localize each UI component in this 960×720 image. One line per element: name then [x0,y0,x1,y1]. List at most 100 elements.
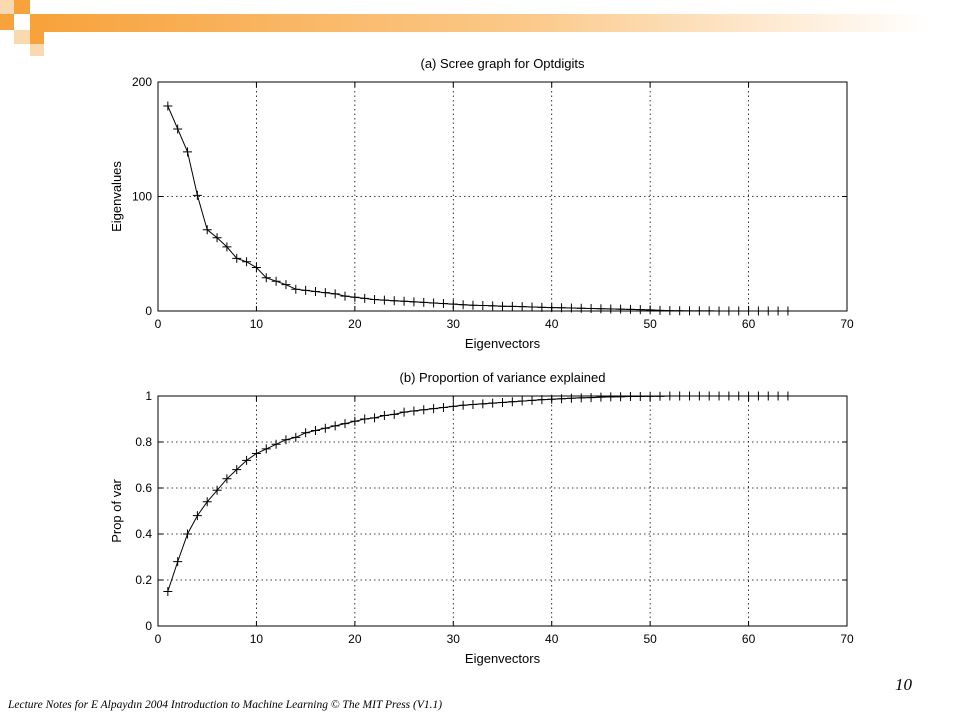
chart-a-series-line [167,105,788,312]
chart-b-frame [157,395,848,627]
chart-a-data-point [576,303,586,313]
chart-b-data-point [488,398,498,408]
chart-a-xtick-label: 0 [155,317,162,331]
chart-b-data-point [242,455,252,465]
chart-a-data-point [557,303,567,313]
chart-a-data-point [291,284,301,294]
chart-b-data-point [458,400,468,410]
chart-a-data-point [763,306,773,316]
chart-b-ytick-label: 0.4 [135,527,152,541]
chart-b-data-point [586,393,596,403]
chart-b-xtick-label: 30 [447,632,461,646]
decor-square [30,44,44,56]
chart-b-data-point [616,392,626,402]
chart-a-data-point [507,301,517,311]
chart-b-data-point [340,419,350,429]
chart-b-data-point [251,449,261,458]
chart-a-data-point [547,303,557,313]
chart-a-data-point [517,302,527,312]
chart-a-data-point [655,305,665,315]
chart-b-data-point [271,439,281,449]
chart-a-data-point [458,300,468,310]
chart-b-data-point [753,391,763,401]
chart-a-data-point [468,300,478,310]
page-number: 10 [895,675,912,694]
chart-b-data-point [478,399,488,409]
chart-a-title: (a) Scree graph for Optdigits [420,56,585,71]
chart-a-data-point [212,233,222,243]
chart-a-data-point [448,299,458,309]
chart-b-data-point [389,409,399,419]
chart-a-xtick-label: 60 [742,317,756,331]
chart-a-data-point [310,287,320,297]
chart-a-data-point [360,293,370,303]
chart-b-data-point [438,403,448,412]
chart-b-data-point [232,465,242,475]
chart-a-data-point [714,306,724,316]
chart-b-data-point [596,392,606,402]
chart-a-xtick-label: 40 [545,317,559,331]
chart-a-xtick-label: 70 [840,317,854,331]
chart-b-xtick-label: 40 [545,632,559,646]
chart-a-xtick-label: 20 [348,317,362,331]
chart-a-data-point [586,303,596,313]
chart-b-data-point [360,414,370,424]
chart-a-data-point [271,276,281,286]
chart-b-data-point [330,421,340,431]
chart-a-data-point [665,306,675,316]
chart-b-data-point [517,396,527,406]
chart-a-data-point [606,304,616,314]
decor-square [0,0,14,14]
chart-b-data-point [222,474,232,484]
chart-a-xtick-label: 50 [643,317,657,331]
chart-a-ytick-label: 200 [132,75,152,89]
chart-b-data-point [635,391,645,401]
chart-a-data-point [370,295,380,305]
chart-b-xtick-label: 20 [348,632,362,646]
chart-b-data-point [773,391,783,401]
decor-square [0,14,14,30]
chart-a-data-point [389,296,399,306]
chart-a-data-point [685,306,695,316]
chart-a-data-point [202,225,212,235]
chart-b-data-point [202,497,212,507]
chart-b-data-point [685,391,695,401]
chart-a-data-point [744,306,754,316]
chart-a-data-point [232,253,242,263]
chart-a-data-point [173,124,183,134]
chart-a-data-point [301,285,311,295]
chart-b-ytick-label: 0.2 [135,573,152,587]
decor-square [14,14,30,30]
chart-b-data-point [370,413,380,423]
chart-a-xtick-label: 30 [447,317,461,331]
decor-square [30,30,44,44]
chart-a-data-point [527,302,537,312]
chart-b-series-line [167,395,788,592]
chart-b-data-point [498,397,507,407]
chart-a-data-point [242,257,252,267]
chart-b-ytick-label: 0.8 [135,435,152,449]
chart-b-xtick-label: 70 [840,632,854,646]
chart-a-data-point [261,273,271,283]
chart-b-data-point [675,391,685,401]
chart-a-data-point [429,298,439,308]
chart-b-data-point [399,407,409,417]
decor-square [14,30,30,44]
chart-b-data-point [301,428,311,438]
chart-b-data-point [281,435,291,445]
chart-a-data-point [399,296,409,306]
chart-a-data-point [783,306,793,316]
chart-b-xtick-label: 10 [250,632,264,646]
chart-a-data-point [596,304,606,314]
chart-b-data-point [665,391,675,401]
chart-b-ylabel: Prop of var [109,479,124,543]
chart-b-ytick-label: 1 [145,389,152,403]
chart-b-data-point [704,391,714,401]
chart-a-data-point [163,101,173,111]
chart-a-data-point [222,242,232,252]
chart-b-data-point [183,529,193,539]
chart-b-data-point [173,557,183,567]
chart-b-data-point [566,393,576,403]
slide-decoration [0,0,930,56]
